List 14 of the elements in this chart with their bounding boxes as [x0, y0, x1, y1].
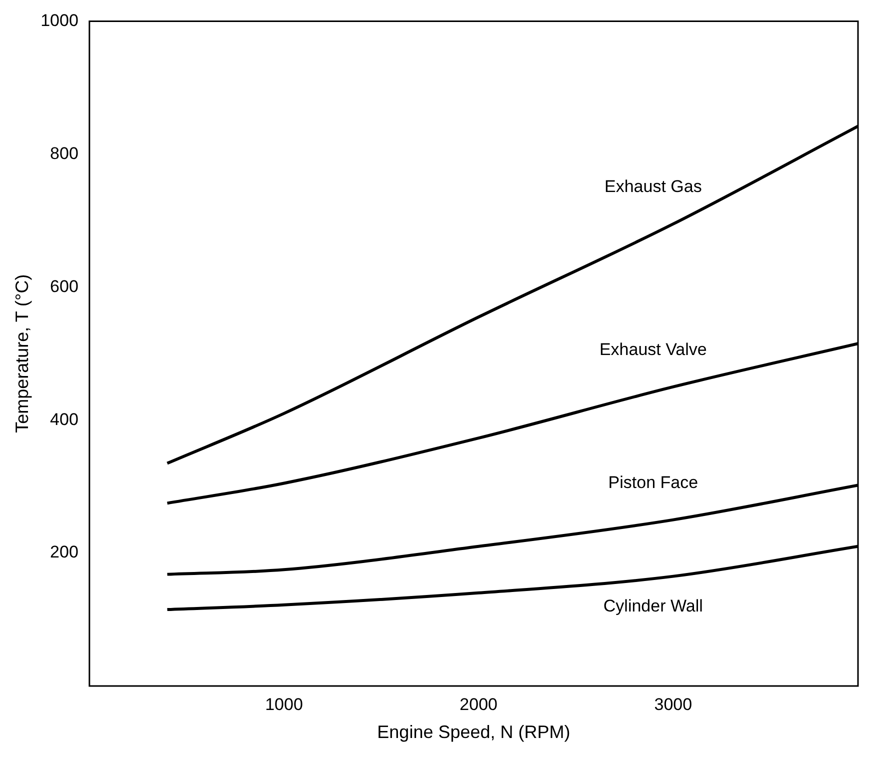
- x-tick-label: 1000: [265, 694, 303, 714]
- series-label: Exhaust Gas: [604, 177, 702, 196]
- y-axis-title: Temperature, T (°C): [12, 274, 32, 433]
- y-tick-label: 200: [50, 542, 78, 562]
- y-tick-label: 1000: [40, 10, 78, 30]
- y-tick-label: 600: [50, 276, 78, 296]
- series-label: Piston Face: [608, 472, 698, 492]
- series-label: Exhaust Valve: [599, 340, 707, 360]
- x-tick-label: 3000: [654, 694, 692, 714]
- y-tick-label: 800: [50, 144, 78, 163]
- x-axis-title: Engine Speed, N (RPM): [377, 722, 570, 742]
- y-tick-label: 400: [50, 410, 78, 429]
- x-tick-label: 2000: [460, 694, 498, 714]
- series-label: Cylinder Wall: [603, 596, 703, 616]
